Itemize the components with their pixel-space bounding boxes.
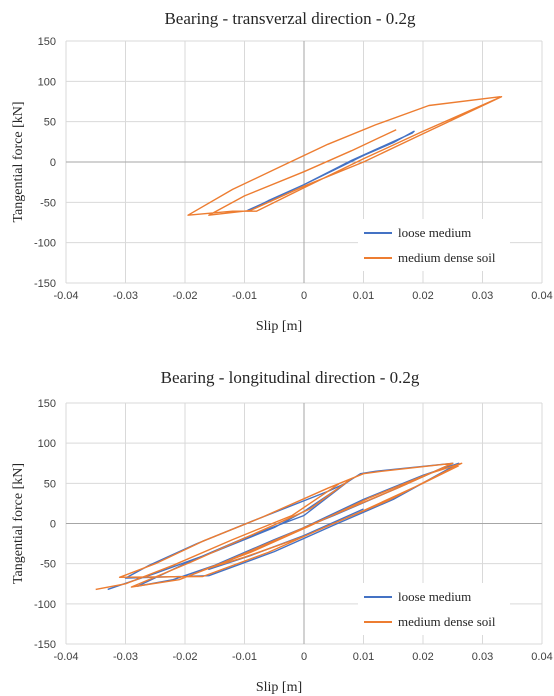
x-tick-label: 0.04 xyxy=(531,290,552,302)
y-tick-label: 150 xyxy=(38,398,56,410)
x-tick-label: -0.02 xyxy=(172,651,197,663)
x-tick-label: 0.02 xyxy=(412,651,433,663)
series-line-medium-dense-soil xyxy=(187,96,503,216)
x-tick-label: -0.04 xyxy=(53,651,78,663)
y-tick-label: 100 xyxy=(38,76,56,88)
y-tick-label: -100 xyxy=(34,238,56,250)
y-tick-label: 50 xyxy=(44,117,56,129)
x-tick-label: 0 xyxy=(301,651,307,663)
chart-title: Bearing - transverzal direction - 0.2g xyxy=(164,9,416,28)
x-tick-label: -0.02 xyxy=(172,290,197,302)
x-tick-label: 0.03 xyxy=(472,651,493,663)
series-line-loose-medium xyxy=(247,130,415,212)
y-tick-label: 0 xyxy=(50,519,56,531)
x-tick-label: 0.03 xyxy=(472,290,493,302)
x-tick-label: 0.01 xyxy=(353,651,374,663)
legend-box xyxy=(358,583,510,635)
y-tick-label: 100 xyxy=(38,438,56,450)
y-tick-label: -150 xyxy=(34,639,56,651)
x-tick-label: -0.03 xyxy=(113,290,138,302)
series-line-medium-dense-soil xyxy=(95,462,463,591)
y-tick-label: -150 xyxy=(34,278,56,290)
legend-label: loose medium xyxy=(398,589,471,604)
y-tick-label: -100 xyxy=(34,599,56,611)
x-tick-label: 0 xyxy=(301,290,307,302)
x-tick-label: -0.01 xyxy=(232,651,257,663)
y-tick-label: 0 xyxy=(50,157,56,169)
chart-title: Bearing - longitudinal direction - 0.2g xyxy=(161,368,420,387)
x-axis-label: Slip [m] xyxy=(256,319,302,334)
chart-transverzal: Bearing - transverzal direction - 0.2g -0… xyxy=(11,9,553,334)
x-tick-label: -0.04 xyxy=(53,290,78,302)
x-tick-label: 0.02 xyxy=(412,290,433,302)
legend-box xyxy=(358,219,510,271)
x-tick-label: -0.03 xyxy=(113,651,138,663)
y-tick-label: 50 xyxy=(44,478,56,490)
y-tick-label: -50 xyxy=(40,197,56,209)
x-tick-label: -0.01 xyxy=(232,290,257,302)
y-tick-label: -50 xyxy=(40,559,56,571)
y-tick-label: 150 xyxy=(38,36,56,48)
y-axis-label: Tangential force [kN] xyxy=(11,463,26,584)
chart-longitudinal: Bearing - longitudinal direction - 0.2g -… xyxy=(11,368,553,695)
legend-label: medium dense soil xyxy=(398,250,496,265)
x-tick-label: 0.04 xyxy=(531,651,552,663)
x-tick-label: 0.01 xyxy=(353,290,374,302)
legend-label: medium dense soil xyxy=(398,614,496,629)
y-axis-label: Tangential force [kN] xyxy=(11,101,26,222)
x-axis-label: Slip [m] xyxy=(256,680,302,695)
legend-label: loose medium xyxy=(398,225,471,240)
